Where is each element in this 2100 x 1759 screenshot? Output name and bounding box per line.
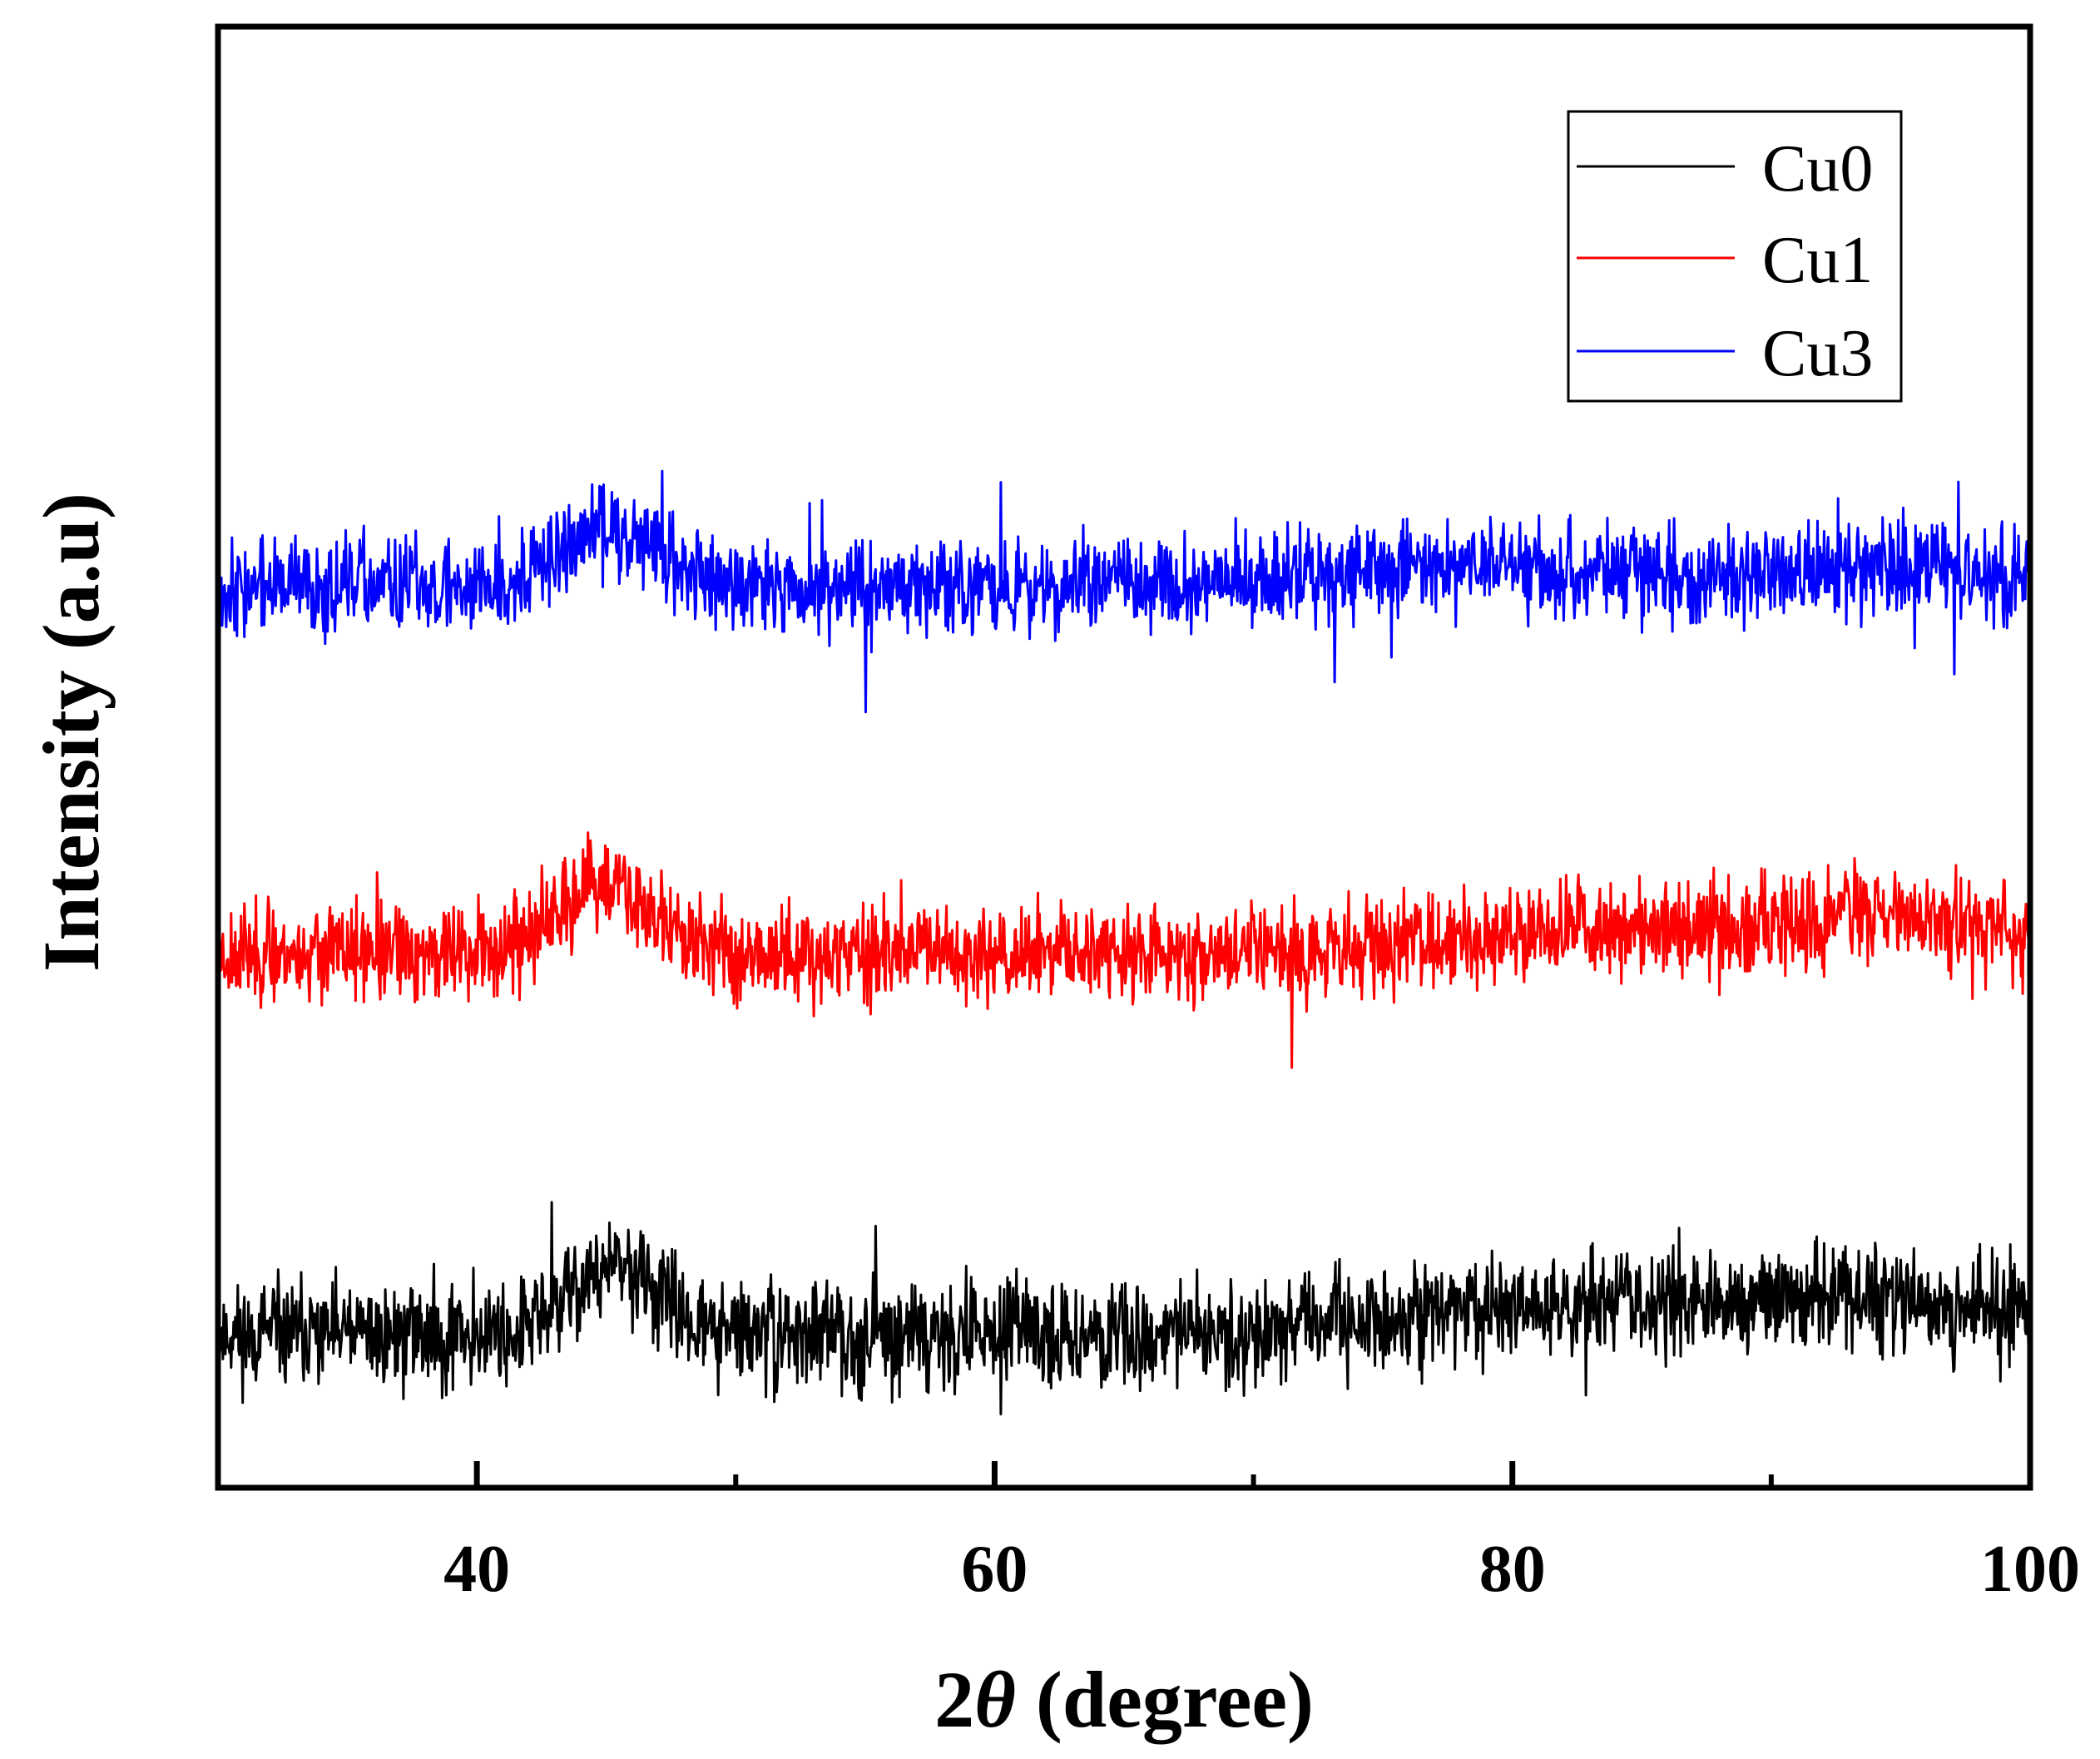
x-axis-label: 2θ (degree): [934, 1655, 1314, 1744]
y-axis-label: Intensity (a.u): [27, 493, 116, 972]
legend-label-cu3: Cu3: [1762, 317, 1873, 390]
series-line-cu3: [216, 469, 2032, 714]
x-tick-label: 40: [443, 1533, 510, 1606]
x-tick-label: 80: [1479, 1533, 1546, 1606]
legend: Cu0 Cu1 Cu3: [1567, 110, 1903, 403]
series-layer: [216, 469, 2032, 1415]
x-tick-label: 60: [961, 1533, 1028, 1606]
legend-label-cu0: Cu0: [1762, 132, 1873, 206]
plot-frame: [215, 23, 2033, 1491]
series-line-cu0: [216, 1201, 2032, 1415]
legend-label-cu1: Cu1: [1762, 224, 1873, 297]
x-tick-label: 100: [1980, 1533, 2080, 1606]
x-axis-ticks: 40 60 80 100: [443, 1461, 2080, 1606]
legend-box: [1567, 110, 1903, 403]
series-line-cu1: [216, 831, 2032, 1069]
